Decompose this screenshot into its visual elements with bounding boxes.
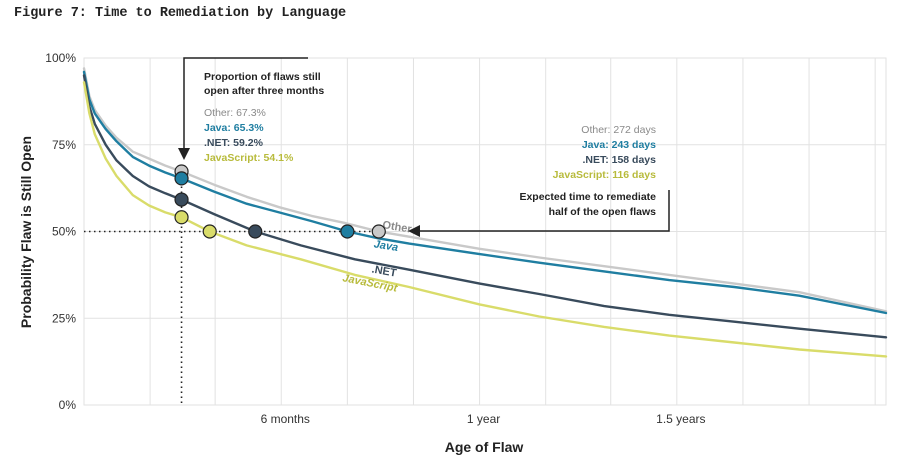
median-marker-other bbox=[371, 224, 386, 239]
y-tick-label: 25% bbox=[52, 311, 76, 325]
x-tick-label: 6 months bbox=[261, 412, 310, 426]
median-other: Other: 272 days bbox=[581, 124, 656, 136]
x-tick-label: 1 year bbox=[467, 412, 500, 426]
three-month-title-line1: Proportion of flaws still bbox=[204, 71, 321, 83]
median-callout-arrow bbox=[418, 190, 670, 232]
median-title-line1: Expected time to remediate bbox=[519, 191, 656, 203]
three-month-arrowhead bbox=[178, 148, 190, 160]
series-lines bbox=[82, 67, 888, 358]
median-java: Java: 243 days bbox=[582, 139, 656, 151]
x-axis-ticks: 6 months 1 year 1.5 years bbox=[261, 412, 706, 426]
y-tick-label: 0% bbox=[59, 398, 77, 412]
median-net: .NET: 158 days bbox=[582, 154, 656, 166]
y-tick-label: 75% bbox=[52, 138, 76, 152]
x-tick-label: 1.5 years bbox=[656, 412, 705, 426]
median-marker-java bbox=[340, 224, 355, 239]
chart-markers bbox=[174, 164, 386, 239]
median-marker-javascript bbox=[202, 224, 217, 239]
three-month-annotation: Proportion of flaws still open after thr… bbox=[178, 57, 324, 164]
three-month-marker-javascript bbox=[174, 210, 189, 225]
series-line-java bbox=[82, 70, 888, 315]
y-axis-title: Probability Flaw is Still Open bbox=[18, 136, 34, 328]
median-annotation: Other: 272 days Java: 243 days .NET: 158… bbox=[408, 124, 670, 237]
dotted-guides bbox=[84, 171, 379, 405]
series-line-other bbox=[82, 67, 888, 313]
three-month-other: Other: 67.3% bbox=[204, 107, 266, 119]
median-arrowhead bbox=[408, 225, 420, 237]
three-month-java: Java: 65.3% bbox=[204, 122, 264, 134]
three-month-title-line2: open after three months bbox=[204, 85, 324, 97]
y-tick-label: 100% bbox=[45, 51, 76, 65]
three-month-javascript: JavaScript: 54.1% bbox=[204, 152, 294, 164]
median-title-line2: half of the open flaws bbox=[549, 206, 656, 218]
three-month-callout-arrow bbox=[183, 57, 308, 150]
three-month-marker-java bbox=[174, 171, 189, 186]
median-marker-net bbox=[248, 224, 263, 239]
figure-title: Figure 7: Time to Remediation by Languag… bbox=[14, 6, 347, 21]
series-label-other: Other bbox=[382, 219, 414, 236]
three-month-marker-net bbox=[174, 192, 189, 207]
y-tick-label: 50% bbox=[52, 225, 76, 239]
chart-grid bbox=[83, 57, 887, 406]
series-line-javascript bbox=[82, 81, 888, 358]
series-label-net: .NET bbox=[371, 264, 398, 280]
y-axis-ticks: 0% 25% 50% 75% 100% bbox=[45, 51, 76, 412]
three-month-net: .NET: 59.2% bbox=[204, 137, 264, 149]
x-axis-title: Age of Flaw bbox=[445, 439, 524, 455]
series-label-java: Java bbox=[373, 238, 399, 254]
median-javascript: JavaScript: 116 days bbox=[553, 169, 656, 181]
